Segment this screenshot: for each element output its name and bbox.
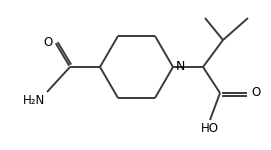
Text: H₂N: H₂N — [23, 94, 45, 107]
Text: N: N — [176, 60, 185, 74]
Text: O: O — [44, 36, 53, 48]
Text: O: O — [251, 87, 260, 99]
Text: HO: HO — [201, 122, 219, 135]
